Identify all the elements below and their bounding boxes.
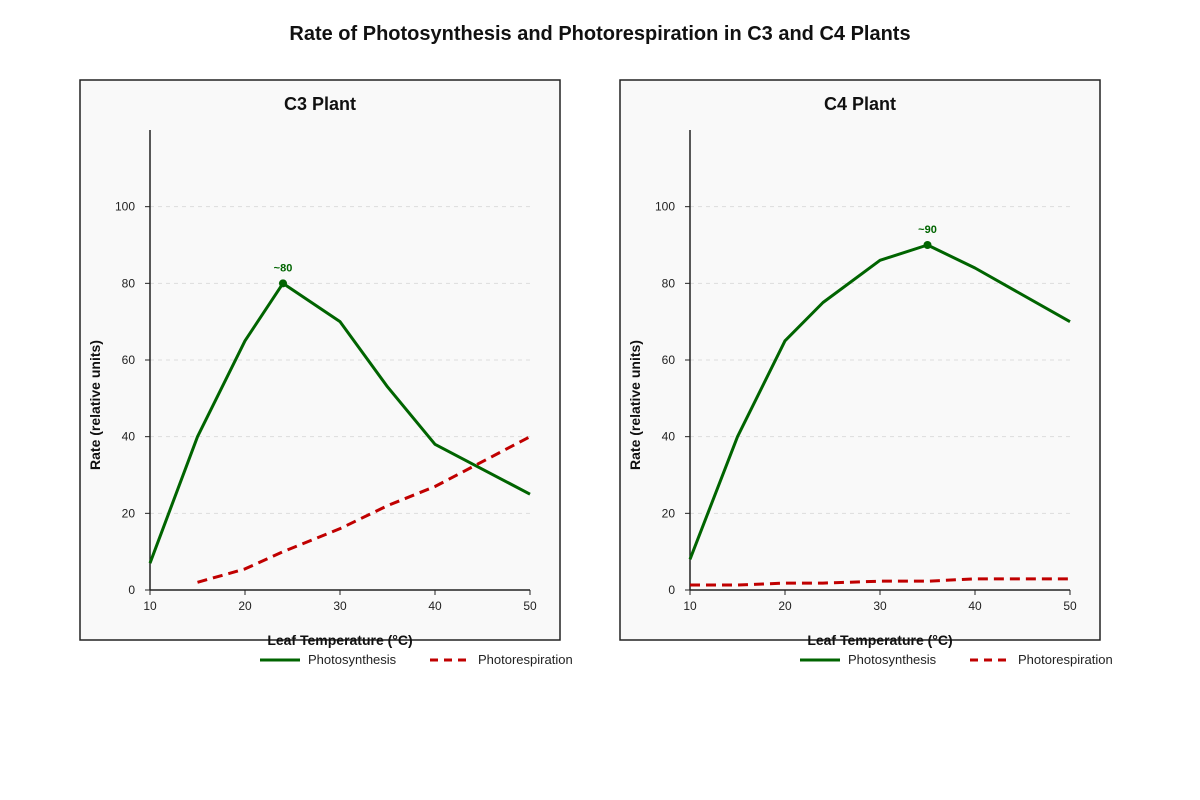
y-tick-label: 80 (122, 276, 136, 290)
x-tick-label: 10 (143, 599, 157, 613)
panel-title: C3 Plant (284, 94, 356, 114)
y-tick-label: 20 (662, 506, 676, 520)
y-axis-label: Rate (relative units) (627, 340, 643, 470)
y-tick-label: 40 (122, 430, 136, 444)
panel-title: C4 Plant (824, 94, 896, 114)
y-tick-label: 80 (662, 276, 676, 290)
legend-label-photorespiration: Photorespiration (1018, 652, 1113, 667)
legend: Photosynthesis Photorespiration (800, 652, 1113, 667)
y-tick-label: 60 (122, 353, 136, 367)
chart-panel-2: C4 Plant 0 20 40 60 80 100 10 20 30 40 50 Leaf Tempe… (619, 79, 1113, 667)
x-tick-label: 10 (683, 599, 697, 613)
x-axis-label: Leaf Temperature (°C) (807, 632, 952, 648)
y-tick-label: 20 (122, 506, 136, 520)
y-tick-label: 40 (662, 430, 676, 444)
chart-panel-1: C3 Plant 0 20 40 60 80 100 10 20 30 40 50 Leaf Tempe… (79, 79, 573, 667)
x-axis-label: Leaf Temperature (°C) (267, 632, 412, 648)
x-tick-label: 20 (238, 599, 252, 613)
peak-marker (279, 279, 287, 288)
x-tick-label: 20 (778, 599, 792, 613)
x-tick-label: 30 (333, 599, 347, 613)
y-tick-label: 0 (128, 583, 135, 597)
x-tick-label: 30 (873, 599, 887, 613)
legend: Photosynthesis Photorespiration (260, 652, 573, 667)
legend-label-photosynthesis: Photosynthesis (308, 652, 397, 667)
series-line-photorespiration (690, 577, 1070, 587)
y-tick-label: 0 (668, 583, 675, 597)
figure-title: Rate of Photosynthesis and Photorespirat… (289, 23, 910, 45)
x-tick-label: 40 (428, 599, 442, 613)
y-axis-label: Rate (relative units) (87, 340, 103, 470)
x-tick-label: 50 (523, 599, 537, 613)
y-tick-label: 100 (655, 200, 675, 214)
x-tick-label: 50 (1063, 599, 1077, 613)
peak-label: ~80 (274, 262, 293, 274)
peak-label: ~90 (918, 224, 937, 236)
y-tick-label: 60 (662, 353, 676, 367)
legend-label-photosynthesis: Photosynthesis (848, 652, 937, 667)
peak-marker (923, 241, 932, 249)
series-line-photosynthesis (148, 281, 531, 564)
legend-label-photorespiration: Photorespiration (478, 652, 573, 667)
series-line-photorespiration (197, 435, 531, 584)
series-line-photosynthesis (688, 243, 1071, 560)
x-tick-label: 40 (968, 599, 982, 613)
y-tick-label: 100 (115, 200, 135, 214)
